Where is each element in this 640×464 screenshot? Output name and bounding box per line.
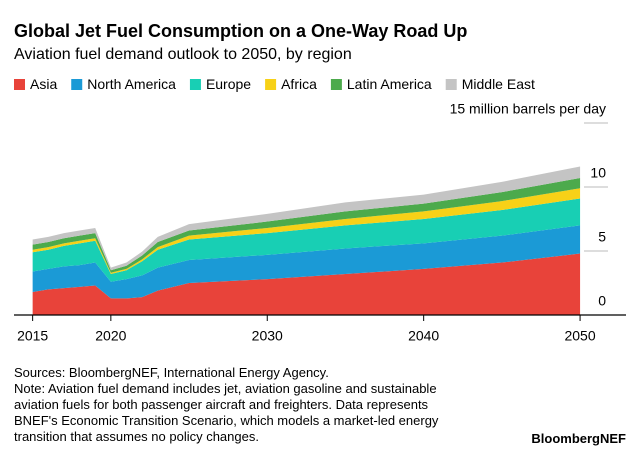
legend-swatch (189, 79, 201, 90)
x-tick-label: 2040 (408, 328, 439, 344)
x-tick-label: 2015 (17, 328, 48, 344)
area (32, 178, 581, 273)
area (32, 253, 581, 315)
legend-label: North America (87, 76, 176, 92)
legend-label: Africa (281, 76, 317, 92)
y-tick-label: 10 (590, 165, 606, 181)
y-tick-label: 5 (598, 229, 606, 245)
legend-swatch (445, 79, 457, 90)
x-tick-label: 2050 (564, 328, 595, 344)
area (32, 188, 581, 275)
legend-label: Latin America (347, 76, 432, 92)
legend-swatch (265, 79, 277, 90)
source: Sources: BloombergNEF, International Ene… (14, 365, 329, 380)
credit: BloombergNEF (531, 431, 626, 446)
area (32, 166, 581, 271)
y-tick-label: 15 million barrels per day (450, 101, 606, 117)
area (32, 198, 581, 282)
y-tick-label: 0 (598, 293, 606, 309)
x-tick-label: 2020 (95, 328, 126, 344)
legend-swatch (14, 79, 25, 90)
x-tick-label: 2030 (252, 328, 283, 344)
chart-subtitle: Aviation fuel demand outlook to 2050, by… (14, 46, 352, 63)
chart-title: Global Jet Fuel Consumption on a One-Way… (14, 21, 467, 41)
legend-swatch (71, 79, 83, 90)
legend-swatch (330, 79, 342, 90)
legend-label: Europe (206, 76, 251, 92)
legend-label: Middle East (462, 76, 535, 92)
legend-label: Asia (30, 76, 57, 92)
note: Note: Aviation fuel demand includes jet,… (14, 381, 439, 444)
area (32, 225, 581, 299)
